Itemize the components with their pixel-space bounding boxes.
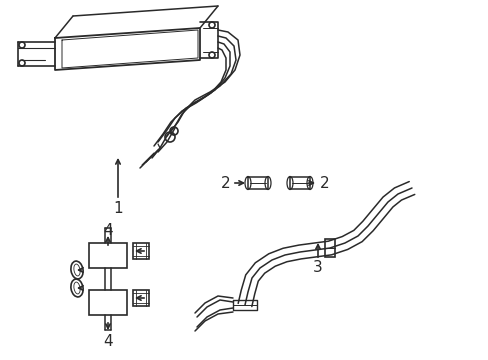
Text: 4: 4 [103, 222, 113, 238]
Bar [89, 243, 127, 268]
Ellipse shape [74, 282, 80, 294]
Text: 2: 2 [320, 176, 329, 190]
Ellipse shape [264, 176, 270, 189]
Bar [325, 239, 334, 257]
Ellipse shape [306, 176, 312, 189]
Bar [89, 290, 127, 315]
Text: 1: 1 [113, 201, 122, 216]
Text: 2: 2 [221, 176, 230, 190]
Bar [133, 290, 149, 306]
Text: 4: 4 [103, 333, 113, 348]
Bar [133, 243, 149, 259]
Ellipse shape [74, 264, 80, 276]
Ellipse shape [71, 279, 83, 297]
Ellipse shape [286, 176, 292, 189]
Ellipse shape [71, 261, 83, 279]
Ellipse shape [244, 176, 250, 189]
Text: 3: 3 [312, 260, 322, 275]
